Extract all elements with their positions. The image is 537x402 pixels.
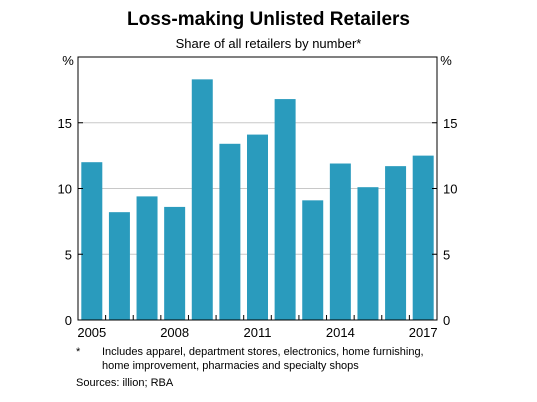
y-tick-right-15: 15	[443, 116, 457, 131]
chart-subtitle: Share of all retailers by number*	[175, 36, 362, 51]
y-tick-left-15: 15	[58, 116, 72, 131]
bar-2006	[108, 212, 130, 320]
bar-2012	[274, 99, 296, 320]
footnote-marker: *	[76, 346, 81, 358]
bar-2010	[219, 143, 241, 320]
y-tick-left-5: 5	[65, 247, 72, 262]
bar-2015	[357, 187, 379, 320]
bar-2008	[164, 206, 186, 320]
bar-2007	[136, 196, 158, 320]
bar-2014	[329, 163, 351, 320]
y-tick-right-10: 10	[443, 182, 457, 197]
footnote-line-2: home improvement, pharmacies and special…	[102, 360, 359, 372]
x-tick-label-2005: 2005	[77, 325, 106, 340]
footnote-line-1: Includes apparel, department stores, ele…	[102, 346, 424, 358]
y-tick-right-0: 0	[443, 313, 450, 328]
y-unit-left: %	[62, 53, 74, 68]
bar-2016	[385, 166, 407, 320]
y-tick-labels: 0 0 5 5 10 10 15 15	[58, 116, 458, 328]
bar-2011	[247, 134, 268, 320]
bar-2009	[191, 79, 213, 320]
x-tick-label-2014: 2014	[326, 325, 355, 340]
x-tick-label-2011: 2011	[244, 325, 272, 340]
bars	[81, 79, 434, 320]
chart-title: Loss-making Unlisted Retailers	[127, 9, 410, 30]
y-tick-left-0: 0	[65, 313, 72, 328]
sources-note: Sources: illion; RBA	[76, 377, 174, 389]
x-tick-label-2017: 2017	[409, 325, 438, 340]
bar-2013	[302, 200, 324, 320]
bar-2017	[412, 155, 434, 320]
y-unit-right: %	[440, 53, 452, 68]
x-tick-label-2008: 2008	[160, 325, 189, 340]
x-tick-labels: 2005 2008 2011 2014 2017	[77, 315, 438, 340]
y-tick-right-5: 5	[443, 247, 450, 262]
bar-2005	[81, 162, 103, 320]
y-tick-left-10: 10	[58, 182, 72, 197]
